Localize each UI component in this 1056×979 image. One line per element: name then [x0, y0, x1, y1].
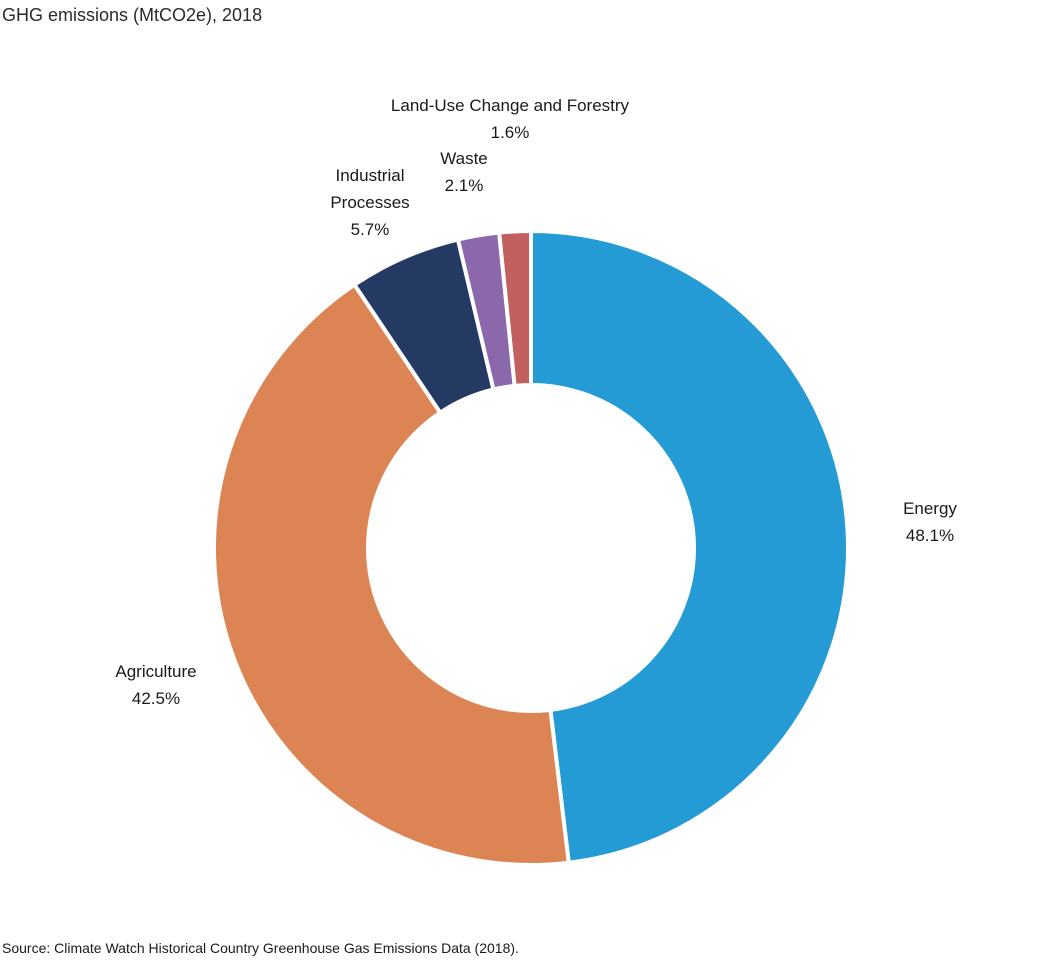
chart-title: GHG emissions (MtCO2e), 2018 — [2, 5, 263, 25]
label-energy: Energy 48.1% — [903, 499, 957, 545]
slice-land-use-change-and-forestry — [496, 228, 533, 389]
slice-agriculture — [212, 281, 571, 867]
chart-source: Source: Climate Watch Historical Country… — [2, 940, 519, 956]
label-waste: Waste 2.1% — [440, 149, 488, 195]
slice-labels: Energy 48.1% Agriculture 42.5% Industrial Pro… — [115, 96, 957, 708]
label-industrial-processes: Industrial Processes 5.7% — [330, 166, 409, 239]
slice-energy — [529, 228, 850, 865]
label-agriculture: Agriculture 42.5% — [115, 662, 196, 708]
label-land-use-change-and-forestry: Land-Use Change and Forestry 1.6% — [391, 96, 630, 142]
donut-slices — [212, 228, 850, 867]
